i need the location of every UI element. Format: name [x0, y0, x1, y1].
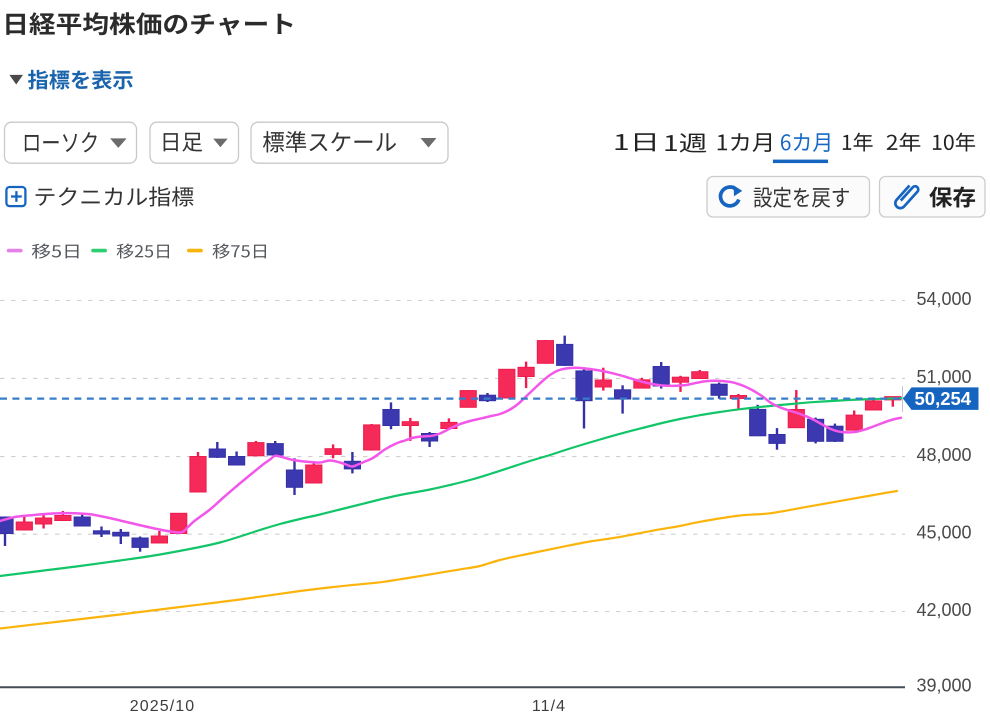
svg-text:48,000: 48,000	[916, 445, 971, 465]
svg-text:2025/10: 2025/10	[130, 698, 196, 715]
svg-text:51,000: 51,000	[916, 367, 971, 387]
svg-text:45,000: 45,000	[916, 523, 971, 543]
svg-text:54,000: 54,000	[916, 289, 971, 309]
svg-text:11/4: 11/4	[532, 698, 566, 715]
svg-text:50,254: 50,254	[915, 388, 972, 409]
svg-text:39,000: 39,000	[916, 676, 971, 696]
svg-text:42,000: 42,000	[916, 600, 971, 620]
